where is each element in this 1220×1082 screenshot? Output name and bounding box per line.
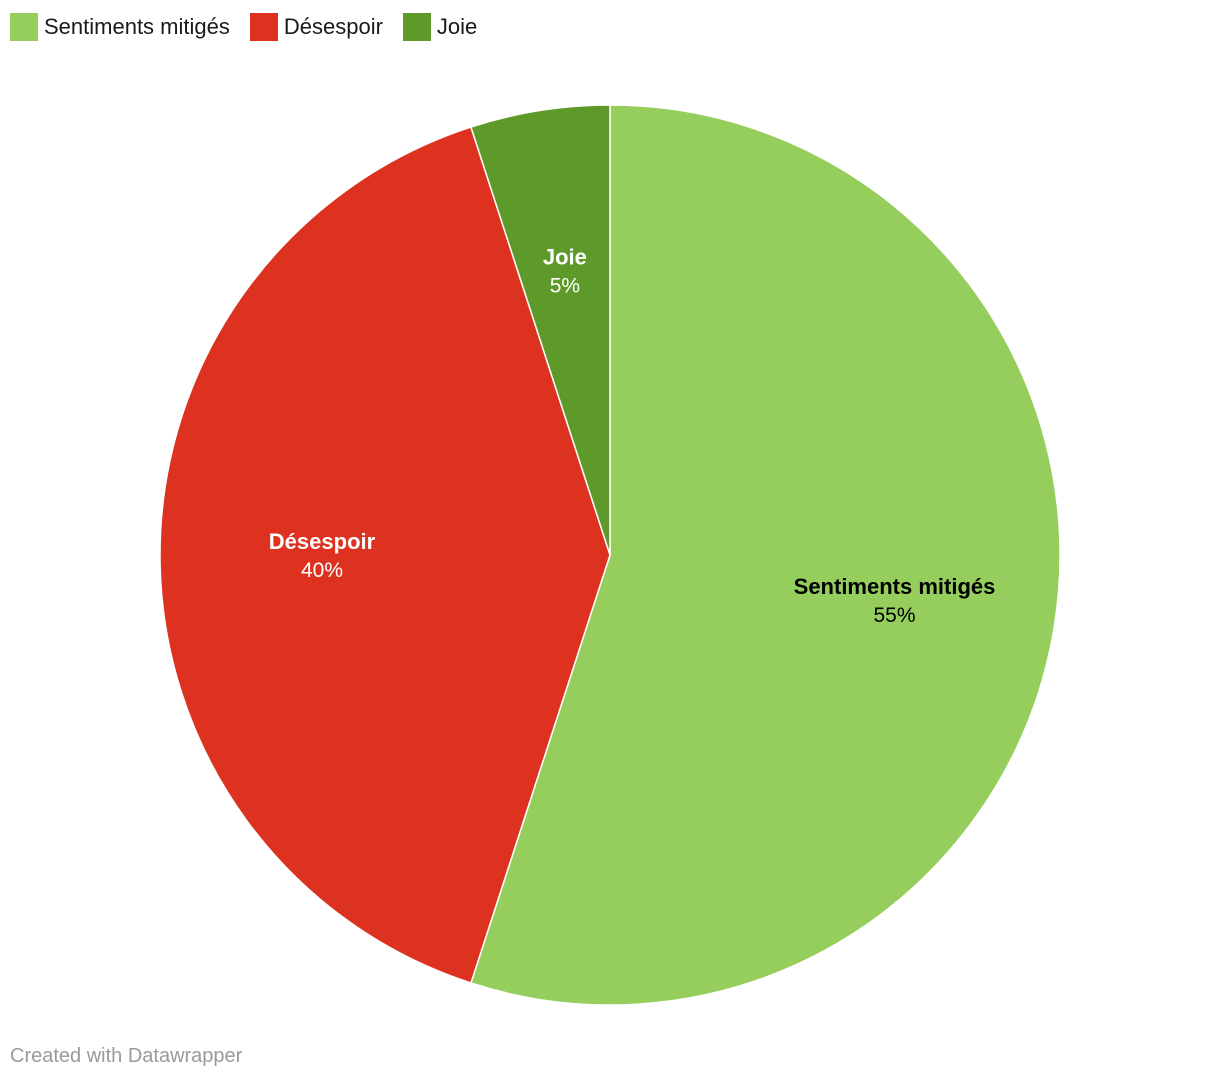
legend-item-joie: Joie [402,13,478,41]
legend-swatch-joie [402,13,431,41]
slice-value-joie: 5% [550,275,580,298]
slice-value-sentiments-mitiges: 55% [873,604,915,627]
legend-swatch-sentiments-mitiges [10,13,38,41]
legend-item-sentiments-mitiges: Sentiments mitigés [10,13,230,41]
pie-slice-desespoir [159,126,611,984]
legend-swatch-desespoir [249,13,278,41]
slice-value-desespoir: 40% [301,559,343,582]
legend-item-desespoir: Désespoir [249,13,383,41]
pie-slices [159,104,1061,1006]
chart-legend: Sentiments mitigés Désespoir Joie [10,12,497,42]
datawrapper-credit: Created with Datawrapper [10,1045,243,1067]
slice-label-joie: Joie [543,245,587,270]
slice-label-sentiments-mitiges: Sentiments mitigés [794,574,996,599]
pie-slice-joie [470,104,611,556]
pie-labels: Sentiments mitigés 55% Désespoir 40% Joie 5% [269,245,996,628]
legend-label-desespoir: Désespoir [283,14,383,39]
slice-label-desespoir: Désespoir [269,529,376,554]
legend-label-sentiments-mitiges: Sentiments mitigés [44,14,230,39]
legend-label-joie: Joie [436,14,478,39]
pie-slice-sentiments-mitiges [470,104,1061,1006]
